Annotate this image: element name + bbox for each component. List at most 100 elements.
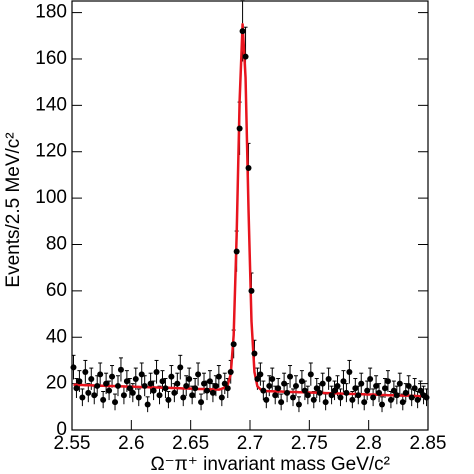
data-point (266, 382, 273, 389)
data-point (239, 28, 246, 35)
x-tick-label: 2.55 (54, 433, 91, 454)
data-point (310, 396, 317, 403)
data-point (112, 399, 119, 406)
data-point (260, 387, 267, 394)
data-point (411, 385, 418, 392)
data-point (304, 392, 311, 399)
data-point (408, 394, 415, 401)
data-point (349, 396, 356, 403)
data-point (159, 378, 166, 385)
data-point (70, 364, 77, 371)
data-point (358, 380, 365, 387)
data-point (423, 394, 430, 401)
data-point (263, 396, 270, 403)
y-tick-label: 160 (35, 48, 67, 69)
y-tick-label: 180 (35, 2, 67, 23)
y-tick-label: 20 (46, 373, 67, 394)
x-tick-label: 2.8 (355, 433, 381, 454)
data-point (192, 385, 199, 392)
data-point (242, 53, 249, 60)
data-point (281, 380, 288, 387)
y-axis-label: Events/2.5 MeV/c² (3, 132, 24, 287)
data-point (212, 382, 219, 389)
data-point (227, 369, 234, 376)
data-point (168, 373, 175, 380)
data-point (215, 373, 222, 380)
data-point (331, 387, 338, 394)
data-point (307, 371, 314, 378)
data-point (379, 401, 386, 408)
data-point (150, 387, 157, 394)
data-point (373, 382, 380, 389)
data-point (201, 380, 208, 387)
data-point (103, 380, 110, 387)
data-point (251, 350, 258, 357)
y-tick-label: 140 (35, 94, 67, 115)
data-point (376, 389, 383, 396)
data-point (106, 387, 113, 394)
data-point (120, 392, 127, 399)
data-point (153, 369, 160, 376)
fit-curve (73, 22, 427, 398)
data-point (144, 401, 151, 408)
data-point (402, 389, 409, 396)
data-point (91, 392, 98, 399)
data-point (278, 399, 285, 406)
data-point (189, 392, 196, 399)
data-point (417, 387, 424, 394)
data-point (287, 373, 294, 380)
data-point (114, 382, 121, 389)
x-tick-label: 2.65 (172, 433, 209, 454)
data-point (97, 371, 104, 378)
data-point (94, 382, 101, 389)
data-point (313, 385, 320, 392)
data-point (79, 394, 86, 401)
data-point (138, 371, 145, 378)
y-tick-label: 80 (46, 234, 67, 255)
x-tick-label: 2.6 (118, 433, 144, 454)
data-point (174, 380, 181, 387)
data-point (295, 401, 302, 408)
y-tick-label: 100 (35, 187, 67, 208)
data-point (85, 389, 92, 396)
data-point (352, 385, 359, 392)
data-point (325, 375, 332, 382)
x-axis-label: Ω⁻π⁺ invariant mass GeV/c² (150, 454, 390, 474)
data-point (370, 394, 377, 401)
data-point (206, 378, 213, 385)
data-point (340, 378, 347, 385)
data-point (396, 380, 403, 387)
data-point (254, 375, 261, 382)
data-point (233, 248, 240, 255)
data-point (73, 385, 80, 392)
data-point (165, 396, 172, 403)
data-point (346, 369, 353, 376)
data-point (248, 287, 255, 294)
data-point (322, 399, 329, 406)
data-point (381, 385, 388, 392)
data-point (180, 394, 187, 401)
data-point (230, 341, 237, 348)
data-point (414, 396, 421, 403)
data-point (298, 378, 305, 385)
data-point (390, 387, 397, 394)
data-point (195, 371, 202, 378)
data-point (361, 399, 368, 406)
data-point (337, 394, 344, 401)
data-point (132, 375, 139, 382)
data-point (316, 389, 323, 396)
data-point (384, 378, 391, 385)
data-point (147, 380, 154, 387)
x-tick-label: 2.7 (237, 433, 263, 454)
y-tick-label: 40 (46, 326, 67, 347)
data-point (186, 375, 193, 382)
data-point (135, 394, 142, 401)
data-point (224, 385, 231, 392)
data-point (269, 375, 276, 382)
data-point (292, 382, 299, 389)
data-point (100, 396, 107, 403)
data-point (198, 399, 205, 406)
data-point (387, 396, 394, 403)
data-point (399, 399, 406, 406)
